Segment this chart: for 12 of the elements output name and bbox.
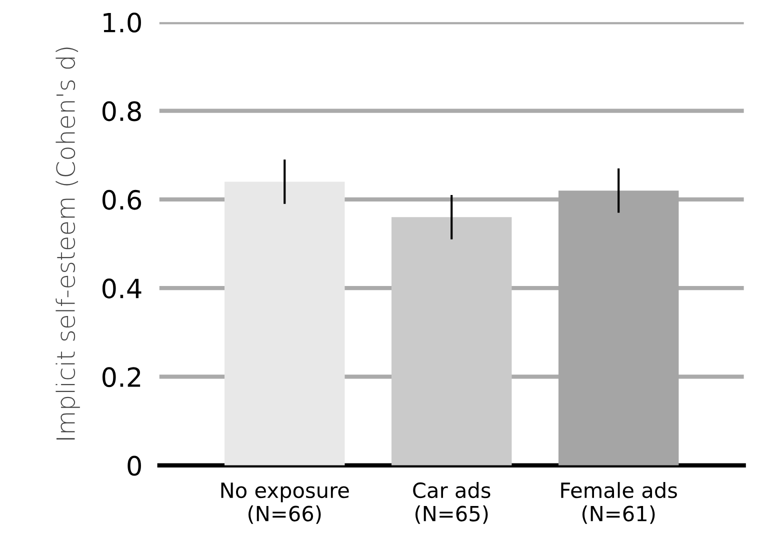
x-tick-label: Female ads (N=61) bbox=[561, 482, 677, 524]
y-tick-label: 0.6 bbox=[102, 190, 142, 210]
bar bbox=[224, 182, 345, 466]
y-tick-label: 0.8 bbox=[102, 101, 141, 122]
y-tick-label: 0.4 bbox=[102, 278, 142, 298]
x-tick-label: Car ads (N=65) bbox=[413, 482, 490, 524]
y-tick-label: 0 bbox=[128, 456, 141, 476]
y-tick-label: 1.0 bbox=[104, 12, 141, 33]
y-tick-label: 0.2 bbox=[102, 367, 140, 388]
y-axis-title: Implicit self-esteem (Cohen's d) bbox=[56, 48, 80, 440]
x-tick-label: No exposure (N=66) bbox=[221, 482, 349, 524]
bar bbox=[391, 217, 512, 466]
